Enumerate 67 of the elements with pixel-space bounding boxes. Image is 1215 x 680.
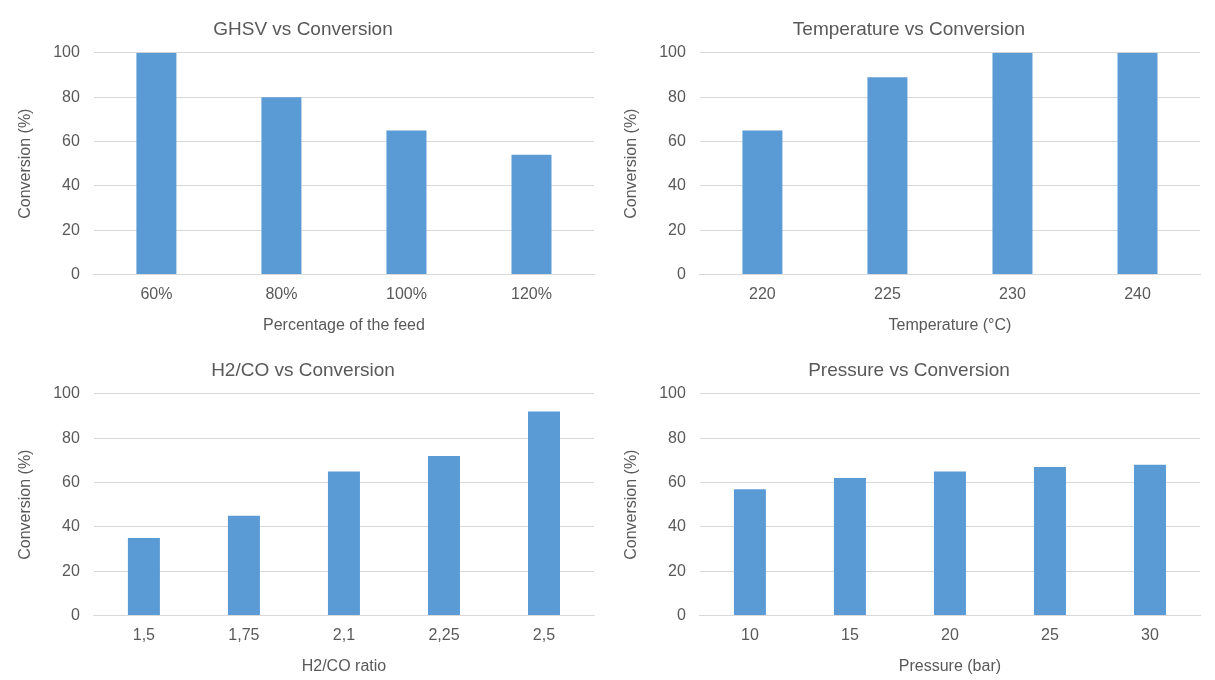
y-tick-label: 60: [668, 131, 686, 149]
y-axis-title: Conversion (%): [622, 449, 640, 560]
x-tick-label: 230: [999, 284, 1026, 302]
chart-title: Temperature vs Conversion: [792, 17, 1026, 39]
x-axis-title: Percentage of the feed: [262, 315, 425, 333]
y-tick-label: 40: [62, 517, 80, 535]
y-tick-label: 60: [668, 472, 686, 490]
y-tick-label: 20: [62, 561, 80, 579]
bar: [511, 154, 552, 275]
x-tick-label: 240: [1124, 284, 1151, 302]
x-tick-label: 2,1: [332, 625, 356, 643]
x-tick-label: 80%: [265, 284, 298, 302]
y-tick-label: 80: [62, 87, 80, 105]
bar: [527, 411, 560, 616]
y-tick-label: 80: [668, 428, 686, 446]
bar: [327, 471, 360, 616]
y-tick-label: 60: [62, 131, 80, 149]
chart-title: GHSV vs Conversion: [213, 17, 393, 39]
y-axis-title: Conversion (%): [622, 108, 640, 219]
y-tick-label: 20: [62, 220, 80, 238]
x-tick-label: 2,5: [532, 625, 556, 643]
x-axis-title: H2/CO ratio: [301, 656, 387, 674]
bar: [136, 52, 177, 275]
y-tick-label: 40: [668, 176, 686, 194]
x-tick-label: 15: [841, 625, 859, 643]
y-tick-label: 80: [668, 87, 686, 105]
y-tick-label: 0: [676, 265, 686, 283]
y-tick-label: 100: [53, 384, 80, 402]
x-tick-label: 25: [1041, 625, 1059, 643]
x-tick-label: 10: [741, 625, 759, 643]
bar: [742, 130, 783, 275]
y-tick-label: 20: [668, 220, 686, 238]
bar: [386, 130, 427, 275]
chart-title: H2/CO vs Conversion: [211, 358, 395, 380]
y-axis-title: Conversion (%): [16, 449, 34, 560]
bar: [427, 455, 460, 616]
y-tick-label: 100: [53, 43, 80, 61]
x-tick-label: 1,75: [228, 625, 260, 643]
x-tick-label: 120%: [511, 284, 552, 302]
y-tick-label: 0: [70, 606, 80, 624]
x-axis-title: Temperature (°C): [888, 315, 1012, 333]
chart-title: Pressure vs Conversion: [808, 358, 1010, 380]
bar: [867, 77, 908, 275]
bar: [227, 515, 260, 616]
x-tick-label: 2,25: [428, 625, 460, 643]
y-tick-label: 40: [668, 517, 686, 535]
x-tick-label: 225: [874, 284, 901, 302]
x-tick-label: 1,5: [132, 625, 156, 643]
x-axis-title: Pressure (bar): [898, 656, 1002, 674]
x-tick-label: 220: [749, 284, 776, 302]
y-tick-label: 0: [70, 265, 80, 283]
y-tick-label: 40: [62, 176, 80, 194]
y-tick-label: 100: [659, 384, 686, 402]
x-tick-label: 60%: [140, 284, 173, 302]
bar: [992, 52, 1033, 275]
x-tick-label: 100%: [386, 284, 427, 302]
bar: [1117, 52, 1158, 275]
y-tick-label: 0: [676, 606, 686, 624]
y-tick-label: 60: [62, 472, 80, 490]
bar: [127, 537, 160, 616]
y-tick-label: 20: [668, 561, 686, 579]
y-tick-label: 100: [659, 43, 686, 61]
y-axis-title: Conversion (%): [16, 108, 34, 219]
x-tick-label: 30: [1141, 625, 1159, 643]
x-tick-label: 20: [941, 625, 959, 643]
bar: [261, 97, 302, 275]
y-tick-label: 80: [62, 428, 80, 446]
